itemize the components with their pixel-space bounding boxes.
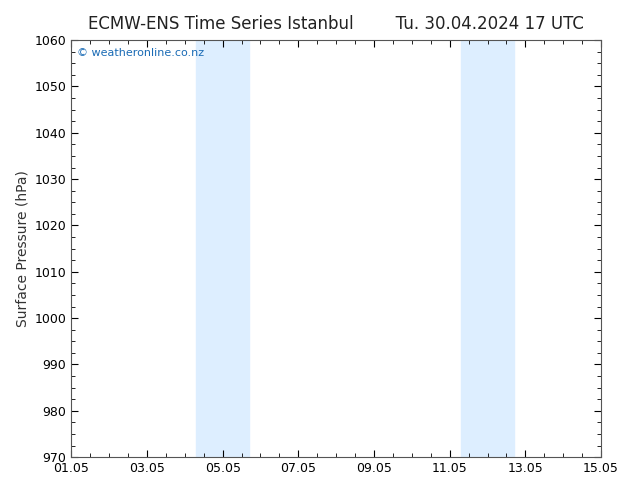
Bar: [461, 40, 514, 457]
Bar: [196, 40, 249, 457]
Text: © weatheronline.co.nz: © weatheronline.co.nz: [77, 49, 204, 58]
Title: ECMW-ENS Time Series Istanbul        Tu. 30.04.2024 17 UTC: ECMW-ENS Time Series Istanbul Tu. 30.04.…: [88, 15, 584, 33]
Y-axis label: Surface Pressure (hPa): Surface Pressure (hPa): [15, 170, 29, 327]
